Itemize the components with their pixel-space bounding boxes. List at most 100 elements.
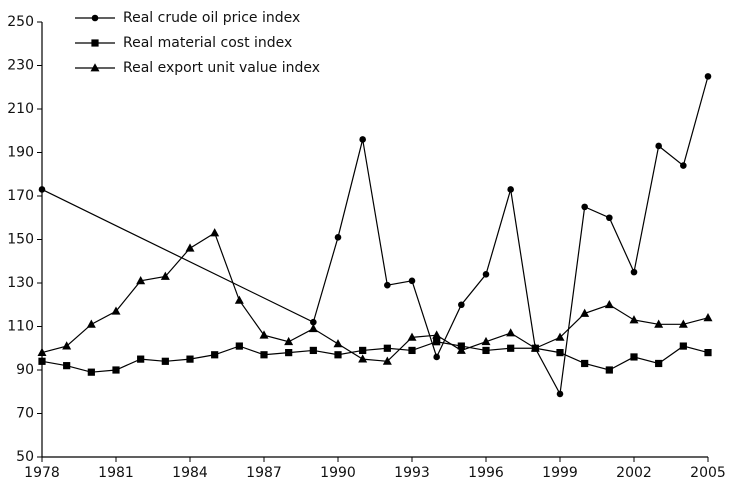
point: [507, 186, 514, 193]
y-tick-label: 70: [16, 406, 34, 422]
point: [556, 390, 564, 398]
point: [259, 330, 269, 339]
point: [210, 228, 220, 237]
series-line: [41, 232, 709, 362]
point: [703, 313, 713, 322]
point: [38, 186, 46, 193]
y-tick-label: 150: [7, 232, 34, 248]
legend-label: Real material cost index: [123, 35, 292, 51]
point: [136, 276, 146, 285]
point: [234, 295, 244, 304]
point: [704, 73, 712, 80]
point: [530, 343, 540, 352]
point: [87, 368, 95, 376]
x-tick-label: 1981: [98, 465, 134, 481]
point: [629, 315, 639, 324]
point: [605, 366, 613, 374]
y-tick-label: 190: [7, 145, 34, 161]
point: [581, 359, 589, 368]
point: [432, 330, 442, 339]
point: [384, 281, 391, 289]
x-tick-label: 1987: [246, 465, 282, 481]
point: [654, 319, 664, 328]
point: [680, 162, 687, 169]
y-tick-label: 230: [7, 58, 34, 74]
y-tick-label: 250: [7, 14, 34, 30]
point: [655, 359, 663, 368]
y-tick-label: 170: [7, 188, 34, 204]
y-tick-label: 210: [7, 101, 34, 117]
point: [655, 142, 662, 150]
point: [137, 355, 145, 363]
x-tick-label: 1984: [172, 465, 208, 481]
point: [704, 349, 712, 357]
point: [284, 336, 294, 346]
point: [333, 339, 343, 348]
x-tick-label: 1978: [24, 465, 60, 481]
series-line: [41, 341, 709, 373]
point: [408, 277, 416, 285]
point: [309, 346, 317, 355]
point: [580, 308, 590, 317]
point: [211, 351, 219, 359]
point: [310, 318, 317, 326]
point: [630, 268, 638, 276]
point: [359, 346, 367, 355]
point: [458, 301, 465, 309]
point: [358, 354, 368, 363]
x-tick-label: 1990: [320, 465, 356, 481]
point: [678, 319, 688, 328]
point: [630, 353, 638, 361]
x-tick-label: 1993: [394, 465, 430, 481]
point: [111, 306, 121, 315]
legend-label: Real export unit value index: [123, 60, 320, 76]
point: [604, 299, 614, 309]
point: [555, 332, 565, 341]
point: [112, 366, 120, 374]
point: [86, 319, 96, 328]
point: [433, 338, 441, 346]
legend-marker: [91, 14, 99, 22]
x-tick-label: 1996: [468, 465, 504, 481]
point: [235, 342, 243, 350]
point: [161, 357, 169, 365]
y-tick-label: 50: [16, 449, 34, 465]
x-tick-label: 2005: [690, 465, 726, 481]
point: [679, 342, 687, 350]
point: [334, 234, 342, 241]
point: [481, 336, 491, 346]
point: [408, 346, 416, 355]
point: [160, 271, 170, 280]
point: [382, 356, 392, 365]
point: [62, 341, 72, 350]
point: [556, 349, 564, 357]
point: [383, 344, 391, 352]
point: [482, 271, 490, 278]
series-line: [41, 76, 709, 396]
legend-marker: [91, 39, 99, 47]
point: [507, 344, 515, 352]
y-tick-label: 90: [16, 362, 34, 378]
legend-label: Real crude oil price index: [123, 10, 300, 26]
point: [285, 349, 293, 357]
point: [334, 351, 342, 359]
point: [482, 346, 490, 355]
point: [433, 353, 440, 361]
y-tick-label: 110: [7, 319, 34, 335]
legend-marker: [90, 63, 100, 72]
point: [63, 362, 71, 370]
point: [186, 355, 194, 363]
point: [359, 136, 366, 143]
point: [407, 332, 417, 341]
point: [606, 214, 613, 222]
point: [456, 345, 466, 354]
point: [506, 328, 516, 337]
point: [581, 203, 588, 211]
point: [185, 243, 195, 252]
point: [37, 347, 47, 356]
x-tick-label: 1999: [542, 465, 578, 481]
x-tick-label: 2002: [616, 465, 652, 481]
y-tick-label: 130: [7, 275, 34, 291]
point: [260, 351, 268, 359]
